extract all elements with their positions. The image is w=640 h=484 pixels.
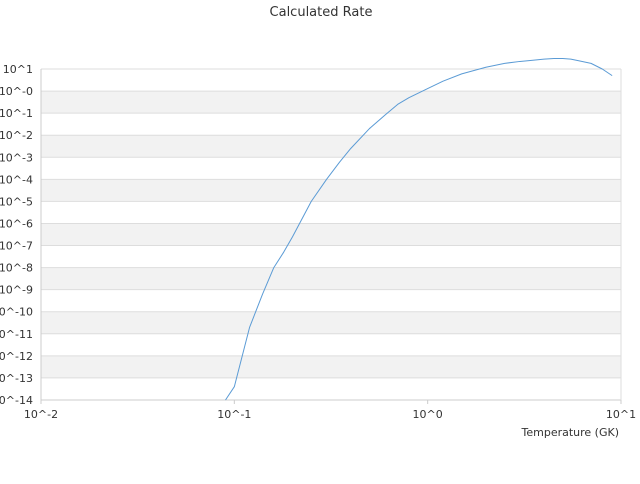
grid-band: [41, 179, 621, 202]
x-tick-label: 10^0: [413, 408, 443, 421]
y-tick-label: 10^-13: [0, 372, 33, 385]
y-tick-label: 10^-0: [0, 85, 33, 98]
y-tick-label: 10^-12: [0, 350, 33, 363]
y-tick-label: 10^-9: [0, 284, 33, 297]
y-tick-label: 10^-7: [0, 240, 33, 253]
y-tick-label: 10^-5: [0, 195, 33, 208]
series-line: [225, 57, 613, 401]
y-tick-label: 10^-8: [0, 262, 33, 275]
y-tick-label: 10^-14: [0, 394, 33, 407]
y-tick-labels: 10^1 10^-0 10^-1 10^-2 10^-3 10^-4 10^-5 10^-6 1…: [0, 63, 33, 407]
grid-band: [41, 135, 621, 158]
y-tick-label: 10^-1: [0, 107, 33, 120]
x-tick-label: 10^-1: [217, 408, 251, 421]
y-tick-label: 10^-11: [0, 328, 33, 341]
x-tick-label: 10^-2: [24, 408, 58, 421]
grid-band: [41, 91, 621, 114]
y-tick-label: 10^-2: [0, 129, 33, 142]
grid-band: [41, 311, 621, 334]
y-tick-label: 10^-3: [0, 151, 33, 164]
grid-band: [41, 355, 621, 378]
series-layer: [225, 57, 613, 401]
y-tick-label: 10^-10: [0, 306, 33, 319]
grid-bands: [41, 91, 621, 378]
x-axis-label: Temperature (GK): [521, 426, 620, 439]
grid-band: [41, 223, 621, 246]
x-tick-labels: 10^-2 10^-1 10^0 10^1: [24, 408, 636, 421]
axes: [40, 69, 622, 404]
x-tick-label: 10^1: [606, 408, 636, 421]
y-tick-label: 10^-6: [0, 217, 33, 230]
grid-lines: [41, 68, 621, 401]
grid-band: [41, 267, 621, 290]
chart-title: Calculated Rate: [270, 5, 373, 20]
y-tick-label: 10^-4: [0, 173, 33, 186]
y-tick-label: 10^1: [3, 63, 33, 76]
